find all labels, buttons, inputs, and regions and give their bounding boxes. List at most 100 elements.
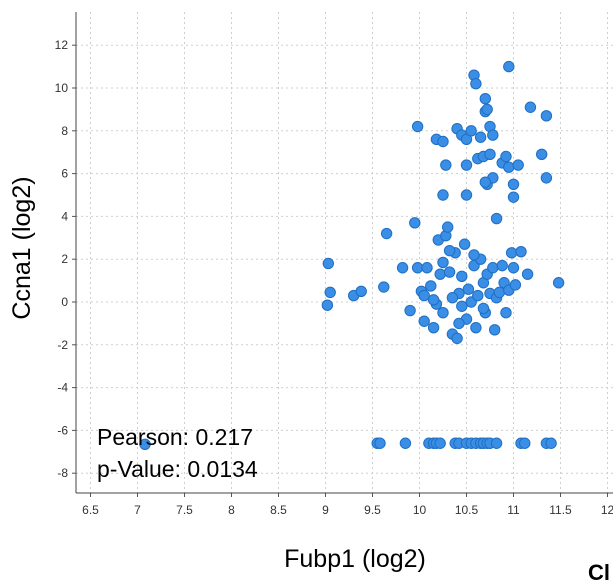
data-point: [515, 246, 527, 258]
data-point: [434, 268, 446, 280]
data-point: [456, 300, 468, 312]
data-point: [322, 257, 335, 270]
data-point: [418, 315, 430, 327]
data-point: [443, 244, 456, 257]
data-point: [519, 437, 531, 449]
y-tick-label: 12: [55, 38, 69, 52]
data-point: [490, 212, 503, 225]
data-point: [512, 159, 524, 171]
data-point: [355, 285, 367, 297]
data-point: [421, 262, 433, 274]
data-point: [490, 437, 503, 449]
data-point: [479, 176, 491, 188]
y-tick-labels: -8 -6 -4 -2 0 2 4 6 8 10 12: [55, 38, 69, 480]
data-point: [456, 270, 468, 283]
y-tick-label: 2: [61, 252, 68, 266]
data-point: [427, 294, 440, 306]
data-point: [472, 289, 484, 302]
data-point: [468, 249, 480, 261]
data-point: [437, 189, 449, 201]
x-tick-label: 11: [507, 503, 520, 517]
data-point: [500, 307, 512, 319]
data-point: [458, 238, 471, 250]
data-point: [503, 161, 515, 173]
data-point: [552, 277, 565, 289]
data-point: [470, 78, 482, 90]
data-point: [440, 159, 452, 171]
x-tick-label: 7.5: [176, 503, 193, 517]
data-point: [396, 262, 409, 274]
y-tick-label: -4: [57, 381, 68, 395]
data-point: [437, 135, 449, 148]
data-point: [380, 227, 393, 240]
y-tick-label: -2: [57, 338, 68, 352]
data-point: [507, 178, 520, 191]
data-point: [540, 172, 553, 184]
data-point: [437, 256, 449, 269]
data-point: [545, 437, 557, 449]
data-point: [139, 438, 151, 451]
data-point: [399, 437, 412, 449]
x-tick-label: 7: [134, 503, 141, 517]
data-point: [378, 281, 390, 293]
data-point: [453, 317, 465, 330]
data-point: [404, 304, 416, 317]
y-tick-label: -8: [57, 466, 68, 480]
y-tick-label: 8: [61, 124, 68, 138]
data-point: [460, 189, 473, 201]
grid-lines: [76, 12, 613, 493]
p-value-annotation: p-Value: 0.0134: [97, 456, 258, 482]
y-tick-label: 4: [61, 209, 68, 223]
data-point: [496, 259, 508, 272]
data-point: [487, 129, 499, 141]
x-tick-label: 9: [322, 503, 329, 517]
x-tick-label: 10.5: [455, 503, 479, 517]
data-point: [446, 292, 459, 304]
data-point: [442, 221, 454, 233]
y-axis-title: Ccna1 (log2): [8, 176, 36, 319]
data-point: [540, 110, 553, 122]
x-tick-label: 6.5: [82, 503, 99, 517]
data-point: [427, 321, 440, 334]
data-point: [460, 159, 473, 171]
data-point: [500, 150, 512, 163]
data-point: [507, 262, 520, 274]
y-tick-label: 0: [61, 295, 68, 309]
data-point: [462, 283, 475, 295]
data-point: [521, 268, 534, 280]
y-tick-label: 6: [61, 167, 68, 181]
y-tick-label: -6: [57, 423, 68, 437]
data-point: [477, 302, 490, 315]
data-point: [493, 286, 506, 299]
data-point: [374, 437, 386, 449]
x-axis-title: Fubp1 (log2): [284, 545, 426, 573]
data-point: [479, 93, 491, 105]
data-point: [484, 148, 496, 161]
y-tick-label: 10: [55, 81, 69, 95]
data-point: [487, 262, 499, 274]
x-tick-label: 8: [228, 503, 235, 517]
data-point: [418, 289, 430, 302]
data-point: [524, 101, 537, 113]
x-tick-label: 12: [601, 503, 613, 517]
data-point: [434, 437, 446, 449]
x-tick-label: 11.5: [549, 503, 572, 517]
data-point: [411, 120, 424, 133]
data-point: [481, 103, 493, 116]
data-point: [437, 307, 449, 319]
data-point: [460, 133, 473, 146]
data-point: [324, 286, 336, 299]
data-point: [411, 262, 424, 274]
data-point: [507, 191, 520, 203]
data-point: [321, 299, 334, 311]
data-point: [505, 247, 518, 259]
x-tick-label: 10: [413, 503, 427, 517]
data-point: [489, 324, 501, 336]
data-point: [451, 332, 463, 345]
corner-cropped-text: Cl: [588, 560, 610, 582]
x-tick-label: 8.5: [270, 503, 287, 517]
data-points: [139, 60, 565, 451]
data-point: [470, 321, 482, 334]
data-point: [443, 266, 456, 278]
